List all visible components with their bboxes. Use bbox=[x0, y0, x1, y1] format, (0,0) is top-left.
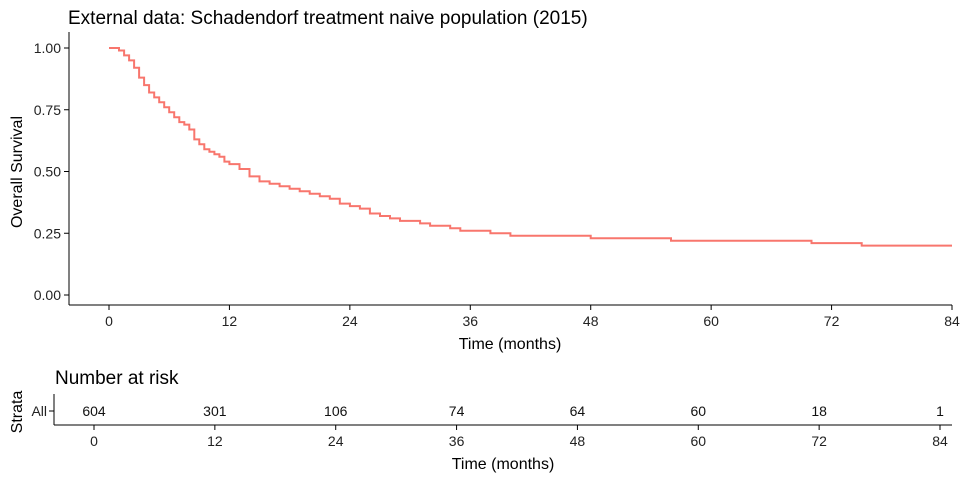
risk-x-tick-label: 36 bbox=[449, 433, 465, 449]
risk-x-tick-label: 0 bbox=[90, 433, 98, 449]
risk-x-tick-label: 24 bbox=[328, 433, 344, 449]
km-x-ticks: 0 12 24 36 48 60 72 84 bbox=[105, 305, 960, 329]
risk-value: 64 bbox=[570, 403, 586, 419]
y-tick-label: 0.25 bbox=[34, 225, 61, 241]
km-y-ticks: 0.00 0.25 0.50 0.75 1.00 bbox=[34, 40, 69, 303]
risk-value: 60 bbox=[690, 403, 706, 419]
risk-x-tick-label: 48 bbox=[570, 433, 586, 449]
risk-x-tick-label: 84 bbox=[932, 433, 948, 449]
y-tick-label: 0.50 bbox=[34, 164, 61, 180]
y-tick-label: 1.00 bbox=[34, 40, 61, 56]
km-ylabel: Overall Survival bbox=[9, 116, 26, 228]
risk-value: 74 bbox=[449, 403, 465, 419]
risk-x-tick-label: 12 bbox=[207, 433, 223, 449]
survival-curve-all bbox=[109, 47, 952, 247]
risk-x-ticks: 0 12 24 36 48 60 72 84 bbox=[90, 425, 948, 449]
risk-value: 1 bbox=[936, 403, 944, 419]
x-tick-label: 12 bbox=[222, 313, 238, 329]
risk-x-tick-label: 60 bbox=[690, 433, 706, 449]
x-tick-label: 72 bbox=[824, 313, 840, 329]
risk-value: 18 bbox=[811, 403, 827, 419]
x-tick-label: 84 bbox=[944, 313, 960, 329]
y-tick-label: 0.00 bbox=[34, 287, 61, 303]
risk-values: 604 301 106 74 64 60 18 1 bbox=[82, 403, 944, 419]
risk-x-tick-label: 72 bbox=[811, 433, 827, 449]
strata-label-all: All bbox=[31, 403, 47, 419]
x-tick-label: 60 bbox=[703, 313, 719, 329]
risk-title: Number at risk bbox=[55, 368, 179, 389]
risk-xlabel: Time (months) bbox=[452, 456, 555, 473]
x-tick-label: 0 bbox=[105, 313, 113, 329]
risk-ylabel: Strata bbox=[9, 391, 26, 434]
risk-value: 604 bbox=[82, 403, 106, 419]
x-tick-label: 36 bbox=[462, 313, 478, 329]
risk-value: 106 bbox=[324, 403, 348, 419]
km-xlabel: Time (months) bbox=[459, 336, 562, 353]
x-tick-label: 24 bbox=[342, 313, 358, 329]
x-tick-label: 48 bbox=[583, 313, 599, 329]
km-title: External data: Schadendorf treatment nai… bbox=[68, 8, 588, 29]
y-tick-label: 0.75 bbox=[34, 102, 61, 118]
risk-value: 301 bbox=[203, 403, 227, 419]
